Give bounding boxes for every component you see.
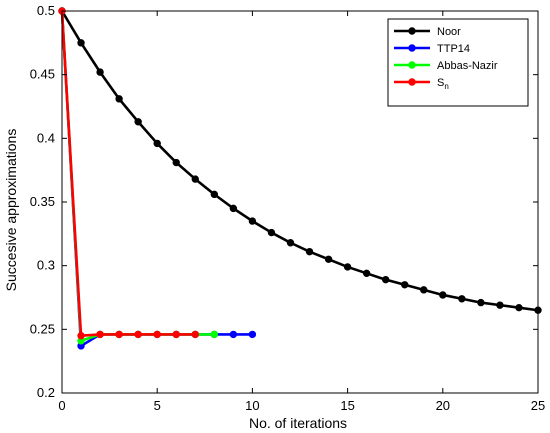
series-3-point-3: [115, 330, 123, 339]
series-3-point-7: [191, 330, 199, 339]
legend-item-noor: Noor: [394, 26, 461, 38]
series-3-point-2: [96, 330, 104, 339]
series-1-point-10: [248, 330, 257, 339]
legend-marker-ttp14: [408, 44, 416, 52]
x-tick-label-2: 10: [245, 398, 259, 413]
legend-label-sn: Sn: [437, 77, 449, 91]
series-0-point-9: [229, 204, 238, 213]
series-0-point-20: [439, 291, 447, 299]
series-0-point-4: [134, 118, 142, 126]
series-3-point-4: [134, 330, 142, 339]
series-1-point-9: [229, 330, 238, 339]
series-0-point-1: [77, 39, 85, 47]
legend-item-abbas-nazir: Abbas-Nazir: [394, 60, 498, 72]
legend-item-sn: Sn: [394, 77, 449, 91]
legend-label-noor: Noor: [437, 26, 461, 38]
legend: Noor TTP14 Abbas-Nazir Sn: [387, 18, 529, 107]
series-0-point-21: [458, 295, 466, 303]
series-0-point-24: [515, 303, 523, 312]
series-0-point-16: [362, 269, 371, 278]
series-0-point-22: [477, 298, 485, 307]
legend-marker-sn: [408, 78, 416, 86]
series-1: [58, 7, 257, 350]
plot-layer: [58, 7, 542, 350]
series-3-point-5: [153, 330, 161, 339]
legend-marker-noor: [408, 27, 416, 35]
series-3-point-6: [172, 330, 180, 339]
series-0-point-3: [115, 95, 123, 103]
series-0-point-7: [191, 175, 199, 183]
series-0-point-11: [267, 228, 276, 237]
y-tick-label-3: 0.35: [30, 194, 55, 209]
x-tick-label-1: 5: [154, 398, 161, 413]
legend-label-abbas-nazir: Abbas-Nazir: [437, 60, 498, 72]
series-0-point-18: [401, 281, 409, 289]
series-0-point-12: [286, 239, 295, 247]
series-0-point-19: [420, 286, 428, 294]
series-0-point-10: [248, 217, 257, 225]
series-line-3: [60, 9, 197, 338]
series-3: [58, 7, 199, 340]
series-line-1: [60, 9, 254, 348]
legend-label-ttp14: TTP14: [437, 43, 470, 55]
x-axis-label: No. of iterations: [249, 415, 347, 431]
legend-label-sn-base: S: [437, 77, 444, 89]
y-tick-label-6: 0.5: [37, 3, 55, 18]
y-tick-label-4: 0.4: [37, 130, 55, 145]
series-0-point-2: [96, 68, 104, 76]
legend-label-sn-subscript: n: [444, 82, 448, 91]
y-axis-label: Succesive approximations: [3, 129, 19, 292]
series-0-point-6: [172, 158, 180, 167]
y-tick-label-0: 0.2: [37, 385, 55, 400]
x-tick-label-4: 20: [436, 398, 450, 413]
x-tick-label-5: 25: [531, 398, 545, 413]
series-2-point-8: [210, 330, 219, 339]
x-tick-label-3: 15: [340, 398, 354, 413]
axis-ticks: 0 5 10 15 20 25 0.2 0.25 0.3 0.35 0.4 0.45 0.5: [30, 3, 546, 413]
series-0-point-23: [496, 301, 504, 309]
legend-item-ttp14: TTP14: [394, 43, 470, 55]
series-0-point-5: [153, 139, 161, 148]
series-0-point-13: [305, 247, 314, 256]
series-0-point-15: [343, 263, 352, 271]
series-3-point-1: [77, 332, 85, 340]
legend-marker-abbas-nazir: [408, 61, 416, 69]
series-0: [58, 7, 542, 314]
y-tick-label-1: 0.25: [30, 321, 55, 336]
y-tick-label-2: 0.3: [37, 258, 55, 273]
y-tick-label-5: 0.45: [30, 67, 55, 82]
x-tick-label-0: 0: [58, 398, 65, 413]
series-0-point-17: [381, 275, 390, 284]
series-0-point-8: [210, 190, 219, 199]
series-0-point-14: [324, 255, 333, 263]
